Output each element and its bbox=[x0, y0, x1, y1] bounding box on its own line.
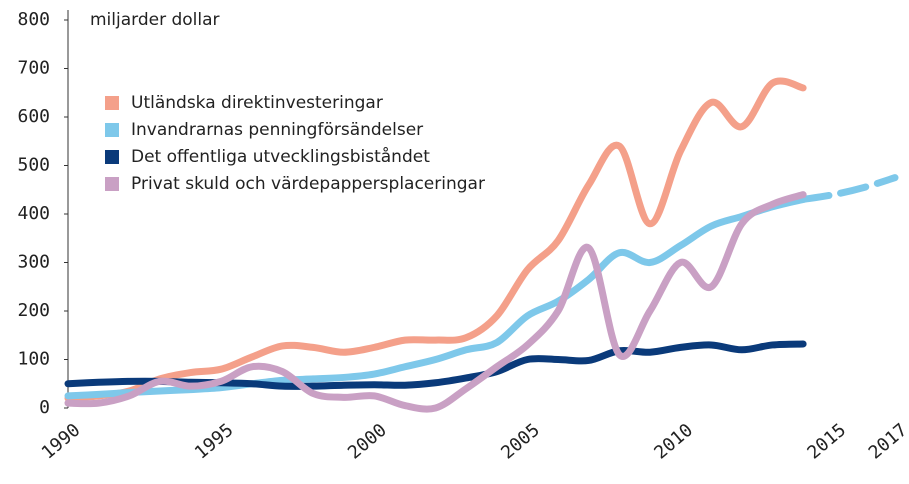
line bbox=[64, 340, 807, 390]
x-tick-label: 2005 bbox=[497, 420, 544, 464]
y-tick-label: 600 bbox=[17, 106, 50, 127]
legend-label: Privat skuld och värdepappersplaceringar bbox=[131, 174, 485, 194]
y-axis-label: miljarder dollar bbox=[90, 10, 220, 30]
legend-marker bbox=[105, 96, 119, 110]
y-tick-label: 200 bbox=[17, 300, 50, 321]
legend-marker bbox=[105, 177, 119, 191]
x-tick-label: 2010 bbox=[650, 420, 697, 464]
line bbox=[64, 195, 807, 400]
legend-label: Utländska direktinvesteringar bbox=[131, 93, 383, 113]
y-tick-label: 100 bbox=[17, 349, 50, 370]
x-tick-label: 2000 bbox=[344, 420, 391, 464]
y-tick-label: 700 bbox=[17, 58, 50, 79]
legend-marker bbox=[105, 150, 119, 164]
x-tick-label: 1990 bbox=[38, 420, 85, 464]
line bbox=[799, 174, 899, 203]
x-tick-label: 1995 bbox=[191, 420, 238, 464]
x-tick-label: 2015 bbox=[803, 420, 850, 464]
line bbox=[64, 77, 807, 402]
line bbox=[64, 191, 807, 413]
y-tick-label: 0 bbox=[39, 397, 50, 418]
y-tick-label: 500 bbox=[17, 155, 50, 176]
legend-label: Det offentliga utvecklingsbiståndet bbox=[131, 146, 430, 167]
y-tick-label: 400 bbox=[17, 203, 50, 224]
legend-label: Invandrarnas penningförsändelser bbox=[131, 120, 423, 140]
x-tick-label: 2017 bbox=[865, 420, 909, 464]
legend-marker bbox=[105, 123, 119, 137]
y-tick-label: 800 bbox=[17, 9, 50, 30]
y-tick-label: 300 bbox=[17, 252, 50, 273]
